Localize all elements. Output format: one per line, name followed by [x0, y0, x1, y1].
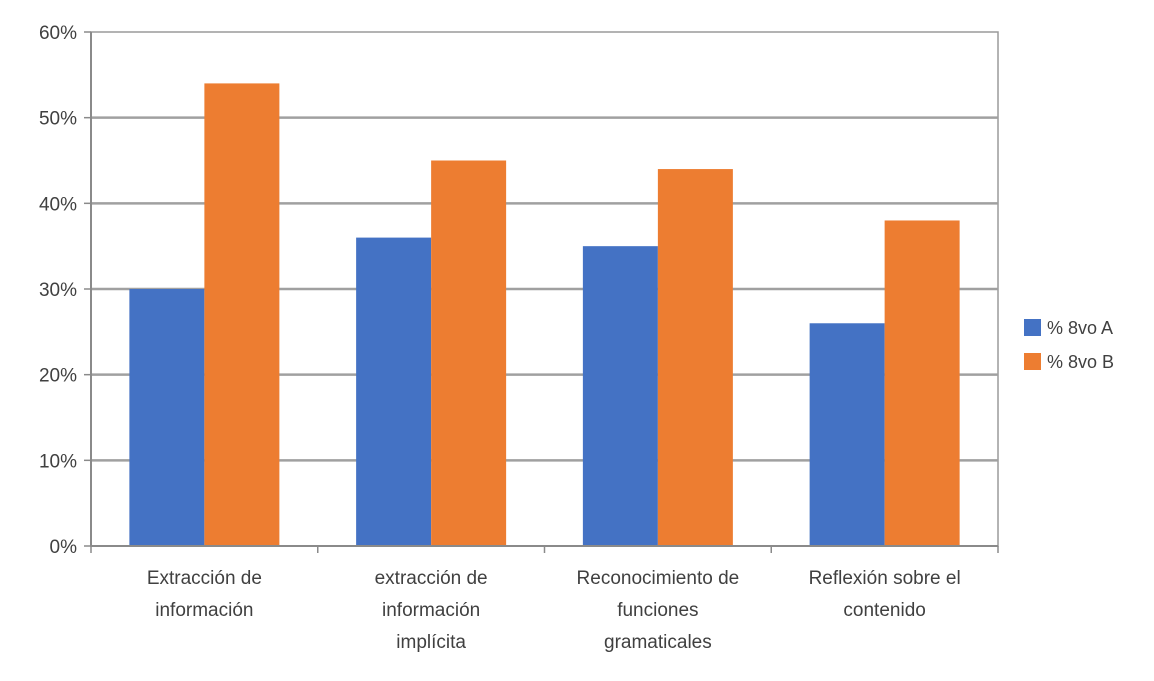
bar — [657, 169, 733, 547]
y-tick-label: 10% — [39, 451, 77, 472]
bar — [356, 237, 432, 546]
y-tick-label: 60% — [39, 23, 77, 44]
y-tick-label: 40% — [39, 194, 77, 215]
x-tick-label-line: implícita — [396, 632, 466, 653]
bar — [431, 160, 507, 546]
bar — [204, 83, 280, 547]
y-tick-label: 50% — [39, 109, 77, 130]
legend-label: % 8vo A — [1047, 318, 1113, 338]
x-tick-label-line: Reflexión sobre el — [809, 568, 961, 589]
x-tick-label-line: funciones — [617, 600, 698, 621]
y-tick-label: 0% — [50, 537, 78, 558]
x-tick-label: Extracción de información — [147, 568, 262, 621]
x-tick-label: Reflexión sobre el contenido — [809, 568, 961, 621]
bar — [809, 323, 885, 546]
x-tick-label: extracción de información implícita — [375, 568, 488, 653]
legend-label: % 8vo B — [1047, 352, 1114, 372]
bar — [582, 246, 658, 546]
x-tick-label: Reconocimiento de funciones gramaticales — [577, 568, 740, 653]
y-tick-label: 30% — [39, 280, 77, 301]
x-tick-label-line: contenido — [843, 600, 925, 621]
bar — [129, 289, 205, 546]
x-tick-label-line: extracción de — [375, 568, 488, 589]
x-tick-label-line: gramaticales — [604, 632, 712, 653]
legend-swatch — [1024, 353, 1041, 370]
legend-swatch — [1024, 319, 1041, 336]
x-tick-label-line: Extracción de — [147, 568, 262, 589]
y-tick-label: 20% — [39, 366, 77, 387]
x-tick-label-line: Reconocimiento de — [577, 568, 740, 589]
x-tick-label-line: información — [382, 600, 480, 621]
x-tick-label-line: información — [155, 600, 253, 621]
bar — [884, 220, 960, 546]
